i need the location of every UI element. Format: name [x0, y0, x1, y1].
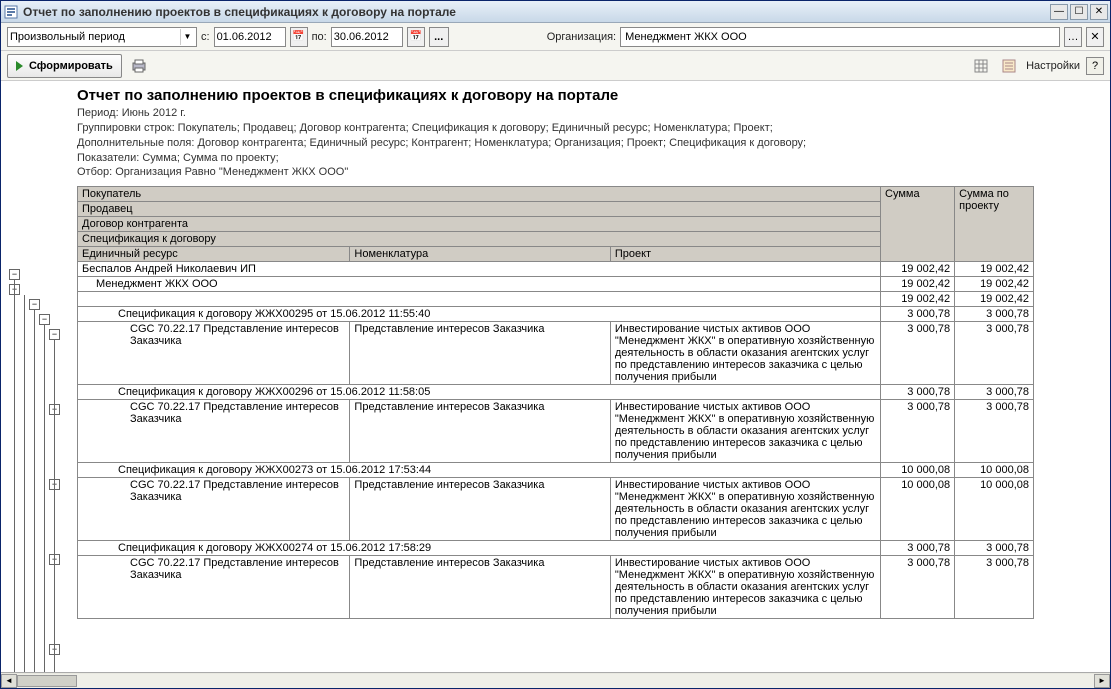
- chevron-down-icon[interactable]: ▼: [180, 29, 194, 45]
- window-title: Отчет по заполнению проектов в специфика…: [23, 5, 1050, 19]
- table-row: Спецификация к договору ЖЖХ00295 от 15.0…: [78, 307, 1034, 322]
- header-buyer: Покупатель: [78, 187, 881, 202]
- header-project: Проект: [610, 247, 880, 262]
- scroll-thumb[interactable]: [17, 675, 77, 687]
- header-resource: Единичный ресурс: [78, 247, 350, 262]
- titlebar: Отчет по заполнению проектов в специфика…: [1, 1, 1110, 23]
- org-label: Организация:: [547, 31, 616, 43]
- app-icon: [3, 4, 19, 20]
- header-spec: Спецификация к договору: [78, 232, 881, 247]
- header-seller: Продавец: [78, 202, 881, 217]
- close-button[interactable]: ✕: [1090, 4, 1108, 20]
- tree-expand-0[interactable]: −: [9, 269, 20, 280]
- org-ellipsis-button[interactable]: …: [1064, 27, 1082, 47]
- table-row: Спецификация к договору ЖЖХ00273 от 15.0…: [78, 463, 1034, 478]
- horizontal-scrollbar[interactable]: ◄ ►: [1, 672, 1110, 688]
- tree-expand-4[interactable]: −: [49, 329, 60, 340]
- table-row: 19 002,4219 002,42: [78, 292, 1034, 307]
- help-button[interactable]: ?: [1086, 57, 1104, 75]
- minimize-button[interactable]: —: [1050, 4, 1068, 20]
- table-row: Беспалов Андрей Николаевич ИП19 002,4219…: [78, 262, 1034, 277]
- settings-icon[interactable]: [998, 55, 1020, 77]
- table-row: CGC 70.22.17 Представление интересов Зак…: [78, 556, 1034, 619]
- report-meta: Период: Июнь 2012 г. Группировки строк: …: [77, 106, 1034, 186]
- settings-label[interactable]: Настройки: [1026, 60, 1080, 72]
- scroll-track[interactable]: [17, 674, 1094, 688]
- table-row: CGC 70.22.17 Представление интересов Зак…: [78, 322, 1034, 385]
- date-to-input[interactable]: 30.06.2012: [331, 27, 403, 47]
- table-row: Спецификация к договору ЖЖХ00296 от 15.0…: [78, 385, 1034, 400]
- period-combo[interactable]: Произвольный период ▼: [7, 27, 197, 47]
- calendar-from-icon[interactable]: 📅: [290, 27, 308, 47]
- tree-expand-2[interactable]: −: [29, 299, 40, 310]
- app-window: Отчет по заполнению проектов в специфика…: [0, 0, 1111, 689]
- action-toolbar: Сформировать Настройки ?: [1, 51, 1110, 81]
- generate-button[interactable]: Сформировать: [7, 54, 122, 78]
- play-icon: [16, 61, 23, 71]
- period-value: Произвольный период: [10, 31, 178, 43]
- scroll-left-button[interactable]: ◄: [1, 674, 17, 688]
- header-sum: Сумма: [881, 187, 955, 262]
- header-nomenclature: Номенклатура: [350, 247, 610, 262]
- scroll-right-button[interactable]: ►: [1094, 674, 1110, 688]
- from-label: с:: [201, 31, 210, 43]
- report-title: Отчет по заполнению проектов в специфика…: [77, 81, 1034, 106]
- calendar-to-icon[interactable]: 📅: [407, 27, 425, 47]
- to-label: по:: [312, 31, 327, 43]
- org-input[interactable]: Менеджмент ЖКХ ООО: [620, 27, 1060, 47]
- table-row: CGC 70.22.17 Представление интересов Зак…: [78, 400, 1034, 463]
- header-contract: Договор контрагента: [78, 217, 881, 232]
- report-area: − − − − − − − − − Отчет по заполнению пр…: [1, 81, 1110, 672]
- header-sum-project: Сумма по проекту: [955, 187, 1034, 262]
- table-row: Менеджмент ЖКХ ООО19 002,4219 002,42: [78, 277, 1034, 292]
- filter-toolbar: Произвольный период ▼ с: 01.06.2012 📅 по…: [1, 23, 1110, 51]
- date-from-input[interactable]: 01.06.2012: [214, 27, 286, 47]
- table-row: Спецификация к договору ЖЖХ00274 от 15.0…: [78, 541, 1034, 556]
- grid-icon[interactable]: [970, 55, 992, 77]
- print-button[interactable]: [128, 55, 150, 77]
- org-clear-button[interactable]: ✕: [1086, 27, 1104, 47]
- tree-expand-3[interactable]: −: [39, 314, 50, 325]
- report-table: ПокупательСуммаСумма по проекту Продавец…: [77, 186, 1034, 619]
- table-row: CGC 70.22.17 Представление интересов Зак…: [78, 478, 1034, 541]
- maximize-button[interactable]: ☐: [1070, 4, 1088, 20]
- period-ellipsis-button[interactable]: ...: [429, 27, 449, 47]
